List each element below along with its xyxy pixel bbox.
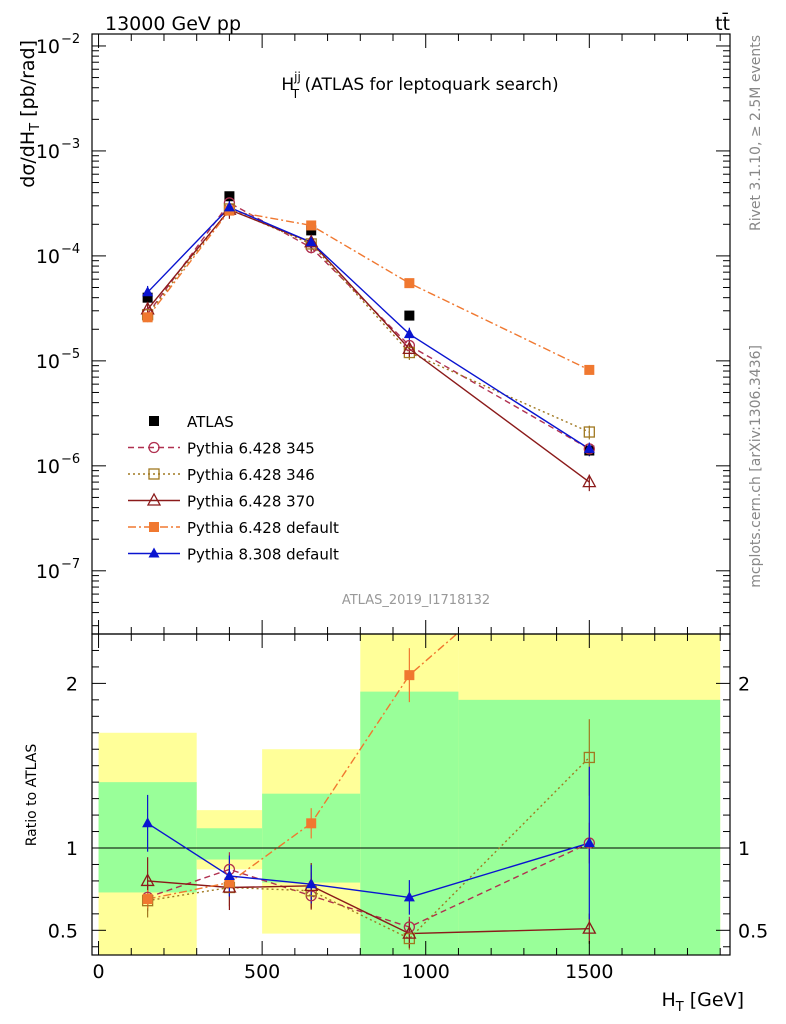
ratio-point xyxy=(404,670,415,681)
series-line xyxy=(147,209,590,371)
analysis-id: ATLAS_2019_I1718132 xyxy=(342,593,490,608)
legend-label: Pythia 6.428 370 xyxy=(187,493,315,511)
y-tick-label: 10 xyxy=(36,561,60,583)
x-tick-label: 1000 xyxy=(402,961,450,983)
legend-marker xyxy=(148,547,160,558)
ratio-point xyxy=(224,877,235,888)
legend-marker xyxy=(148,441,160,454)
header-beam-label: 13000 GeV pp xyxy=(105,13,241,35)
legend: ATLAS Pythia 6.428 345 Pythia 6.428 346 Pyt… xyxy=(128,413,339,564)
y-tick-label-exp: −5 xyxy=(61,347,80,362)
ratio-point xyxy=(223,869,235,880)
legend-marker xyxy=(148,468,160,480)
y-axis-label-ratio: Ratio to ATLAS xyxy=(24,744,40,847)
ratio-point xyxy=(142,817,154,828)
ratio-y-tick-label-right: 0.5 xyxy=(738,920,768,942)
ratio-point xyxy=(583,837,595,848)
data-point xyxy=(304,234,319,248)
ratio-y-tick-label: 1 xyxy=(66,838,78,860)
legend-marker xyxy=(146,492,162,506)
data-point xyxy=(582,474,597,488)
legend-marker xyxy=(149,522,159,532)
ratio-y-tick-label-right: 1 xyxy=(738,838,750,860)
series-line xyxy=(147,201,590,450)
data-point xyxy=(402,341,417,355)
data-point xyxy=(404,310,415,321)
x-tick-label: 0 xyxy=(92,961,104,983)
data-point xyxy=(223,201,235,212)
data-point xyxy=(224,191,235,202)
ratio-point xyxy=(305,878,317,889)
band-green xyxy=(360,691,459,955)
header-process-label: tt̄ xyxy=(715,11,730,35)
ratio-point xyxy=(403,891,415,902)
ratio-point xyxy=(140,873,155,887)
legend-label: Pythia 6.428 346 xyxy=(187,466,315,484)
ratio-point xyxy=(402,925,417,939)
ratio-point xyxy=(582,920,597,934)
y-tick-label-exp: −2 xyxy=(61,32,80,47)
legend-label: ATLAS xyxy=(187,413,234,431)
y-tick-label-exp: −3 xyxy=(61,137,80,152)
data-point xyxy=(584,364,595,375)
y-tick-label: 10 xyxy=(36,246,60,268)
mcplots-label: mcplots.cern.ch [arXiv:1306.3436] xyxy=(748,345,764,588)
data-point xyxy=(583,426,595,438)
plot-title: Hjj T (ATLAS for leptoquark search) xyxy=(281,70,558,101)
data-point xyxy=(142,312,153,323)
y-tick-label: 10 xyxy=(36,351,60,373)
data-point xyxy=(403,339,416,352)
data-point xyxy=(142,286,154,297)
x-axis-label: HT [GeV] xyxy=(661,989,744,1015)
y-tick-label: 10 xyxy=(36,36,60,58)
y-tick-label-exp: −4 xyxy=(61,242,80,257)
ratio-point xyxy=(583,751,595,764)
data-point xyxy=(305,236,317,247)
data-point xyxy=(403,328,415,339)
ratio-point xyxy=(403,921,416,933)
legend-label: Pythia 6.428 default xyxy=(187,519,339,537)
y-tick-label: 10 xyxy=(36,141,60,163)
data-point xyxy=(404,278,415,289)
legend-label: Pythia 8.308 default xyxy=(187,546,339,564)
data-point xyxy=(306,220,317,231)
x-tick-label: 1500 xyxy=(565,961,613,983)
series-line xyxy=(147,208,590,433)
data-point xyxy=(583,442,595,453)
ratio-point xyxy=(306,818,317,829)
ratio-line xyxy=(147,756,590,940)
ratio-point xyxy=(142,894,153,905)
data-point xyxy=(142,292,153,303)
ratio-line xyxy=(147,634,458,900)
y-tick-label-exp: −7 xyxy=(61,557,80,572)
y-axis-label-main: dσ/dHT [pb/rad] xyxy=(17,40,43,188)
ratio-y-tick-label: 2 xyxy=(66,673,78,695)
legend-label: Pythia 6.428 345 xyxy=(187,440,315,458)
ratio-y-tick-label: 0.5 xyxy=(48,920,78,942)
legend-marker xyxy=(149,416,159,426)
ratio-panel-frame xyxy=(91,633,731,956)
y-tick-label-exp: −6 xyxy=(61,452,80,467)
x-tick-label: 500 xyxy=(244,961,280,983)
y-tick-label: 10 xyxy=(36,456,60,478)
ratio-y-tick-label-right: 2 xyxy=(738,673,750,695)
rivet-version-label: Rivet 3.1.10, ≥ 2.5M events xyxy=(748,35,764,231)
